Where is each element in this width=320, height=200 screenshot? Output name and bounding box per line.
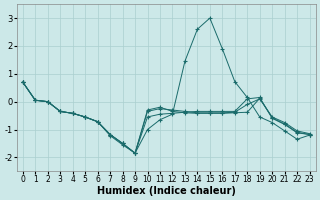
X-axis label: Humidex (Indice chaleur): Humidex (Indice chaleur): [97, 186, 236, 196]
